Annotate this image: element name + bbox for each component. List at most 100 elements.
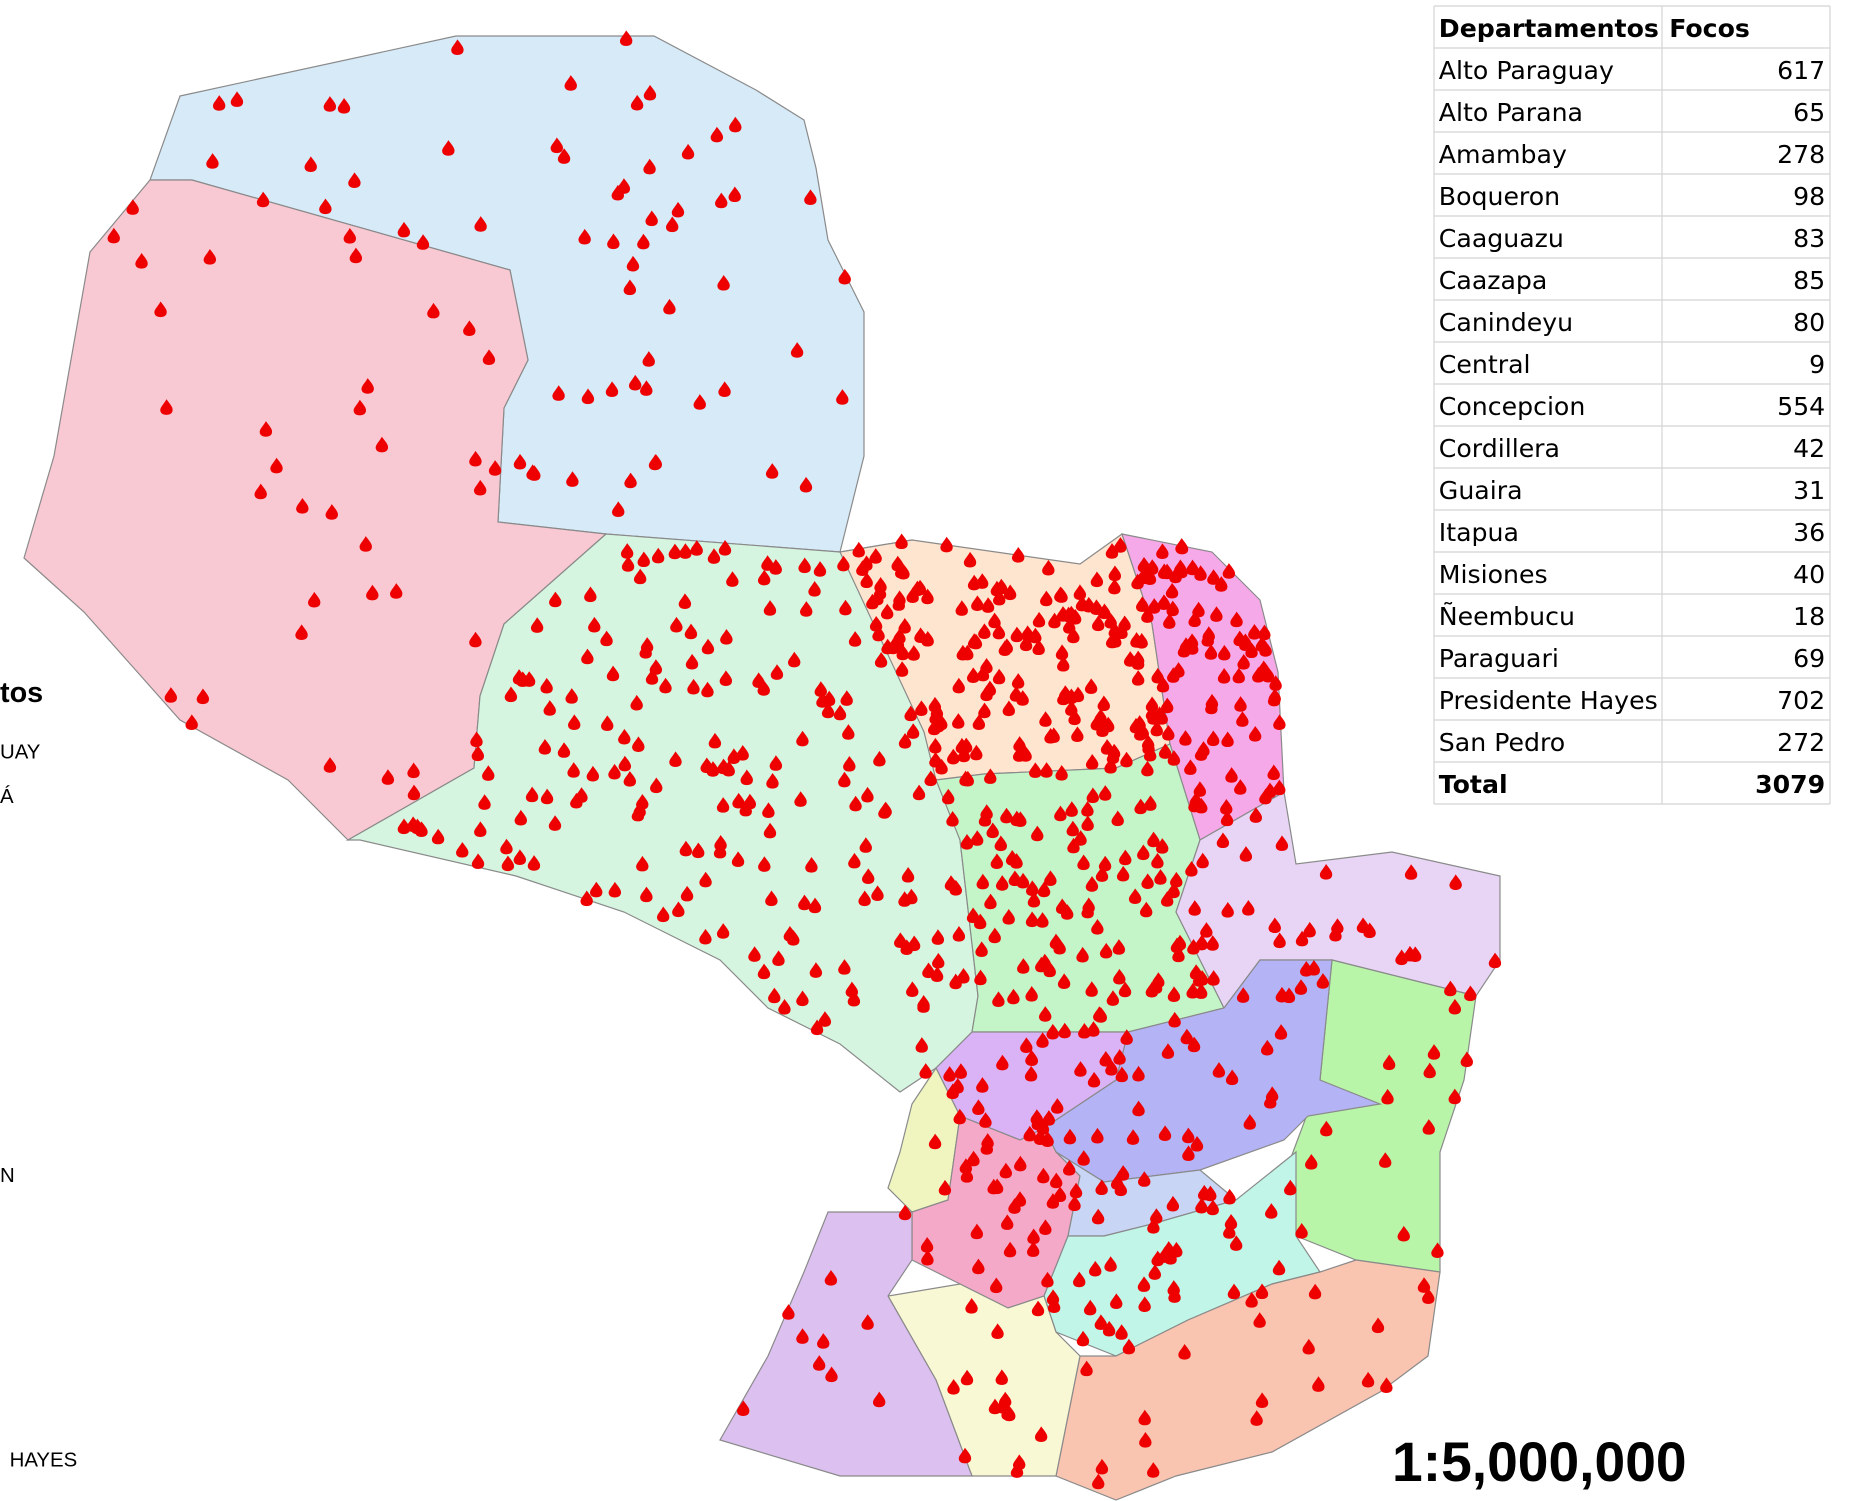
table-cell: Concepcion [1439,392,1586,421]
table-cell: 617 [1777,56,1825,85]
fire-icon [1085,876,1099,892]
fire-icon [463,320,476,337]
fire-icon [1282,987,1296,1004]
fire-icon [1055,644,1069,660]
fire-points [107,30,1502,1490]
fire-icon [427,302,440,319]
fire-icon [1032,639,1045,656]
fire-icon [719,670,733,686]
fire-icon [663,298,676,315]
fire-icon [912,784,926,801]
fire-icon [1193,781,1207,797]
fire-icon [739,800,752,817]
fire-icon [1164,1249,1177,1265]
fire-icon [913,579,927,596]
fire-icon [389,583,403,599]
fire-icon [1078,1022,1091,1039]
fire-icon [1252,666,1265,683]
fire-icon [920,1236,934,1253]
fire-icon [1047,727,1060,744]
fire-icon [873,750,886,767]
fire-icon [1255,636,1269,652]
fire-icon [1273,932,1286,949]
fire-icon [991,1323,1004,1340]
fire-icon [1058,1022,1071,1039]
table-cell: 36 [1793,518,1825,547]
fire-icon [917,997,930,1013]
fire-icon [946,811,959,827]
fire-icon [1303,921,1316,938]
fire-icon [1146,1462,1160,1478]
fire-icon [798,557,811,574]
fire-icon [1085,753,1099,770]
fire-icon [921,588,934,605]
fire-icon [1083,1299,1097,1316]
fire-icon [669,751,682,768]
fire-icon [337,97,351,114]
fire-icon [848,631,862,647]
fire-icon [736,1400,750,1417]
fire-icon [959,1158,973,1174]
fire-icon [861,1314,874,1330]
fire-icon [1147,1218,1160,1234]
fire-icon [1187,1036,1201,1053]
fire-icon [1236,711,1249,727]
fire-icon [1073,1271,1086,1288]
fire-icon [848,852,861,869]
legend-fragments: tos UAY Á N HAYES [0,677,77,1471]
fire-icon [325,504,338,520]
fire-icon [552,385,565,401]
fire-icon [757,963,771,980]
fire-icon [757,680,770,696]
fire-icon [1255,1283,1269,1300]
fire-icon [970,1223,984,1240]
fire-icon [956,644,970,661]
fire-icon [976,665,990,682]
fire-icon [967,1150,980,1167]
fire-icon [772,950,785,966]
fire-icon [1233,630,1246,647]
fire-icon [1105,632,1119,649]
fire-icon [1126,1129,1140,1145]
table-cell: Guaira [1439,476,1523,505]
fire-icon [824,1270,838,1286]
fire-icon [994,835,1008,852]
fire-icon [1138,1296,1151,1313]
fire-icon [1025,1050,1039,1066]
fire-icon [1000,1214,1014,1230]
fire-icon [808,581,821,597]
fire-icon [995,875,1009,891]
fire-icon [1168,1011,1181,1028]
fire-icon [929,737,942,754]
fire-icon [1404,864,1418,880]
fire-icon [1042,559,1055,576]
fire-icon [581,648,594,665]
fire-icon [833,704,847,721]
fire-icon [1053,1186,1067,1203]
fire-icon [800,601,813,617]
fire-icon [1206,1199,1219,1216]
fire-icon [1160,697,1174,714]
fire-icon [922,962,935,979]
fire-icon [1245,642,1258,659]
fire-icon [1201,631,1214,647]
fire-icon [1220,798,1233,815]
fire-icon [999,1162,1013,1179]
fire-icon [928,1133,942,1150]
fire-icon [838,771,851,788]
fire-icon [620,543,634,559]
fire-icon [965,1298,978,1314]
fire-icon [988,927,1001,944]
fire-icon [1243,1114,1256,1130]
fire-icon [900,939,913,956]
fire-icon [1195,797,1208,814]
fire-icon [471,745,485,762]
fire-icon [1160,891,1174,907]
fire-icon [971,595,984,612]
fire-icon [949,973,962,990]
fire-icon [1067,837,1080,854]
fire-icon [1034,1426,1048,1443]
fire-icon [1200,922,1213,938]
fire-icon [1011,673,1025,689]
fire-icon [608,763,621,780]
